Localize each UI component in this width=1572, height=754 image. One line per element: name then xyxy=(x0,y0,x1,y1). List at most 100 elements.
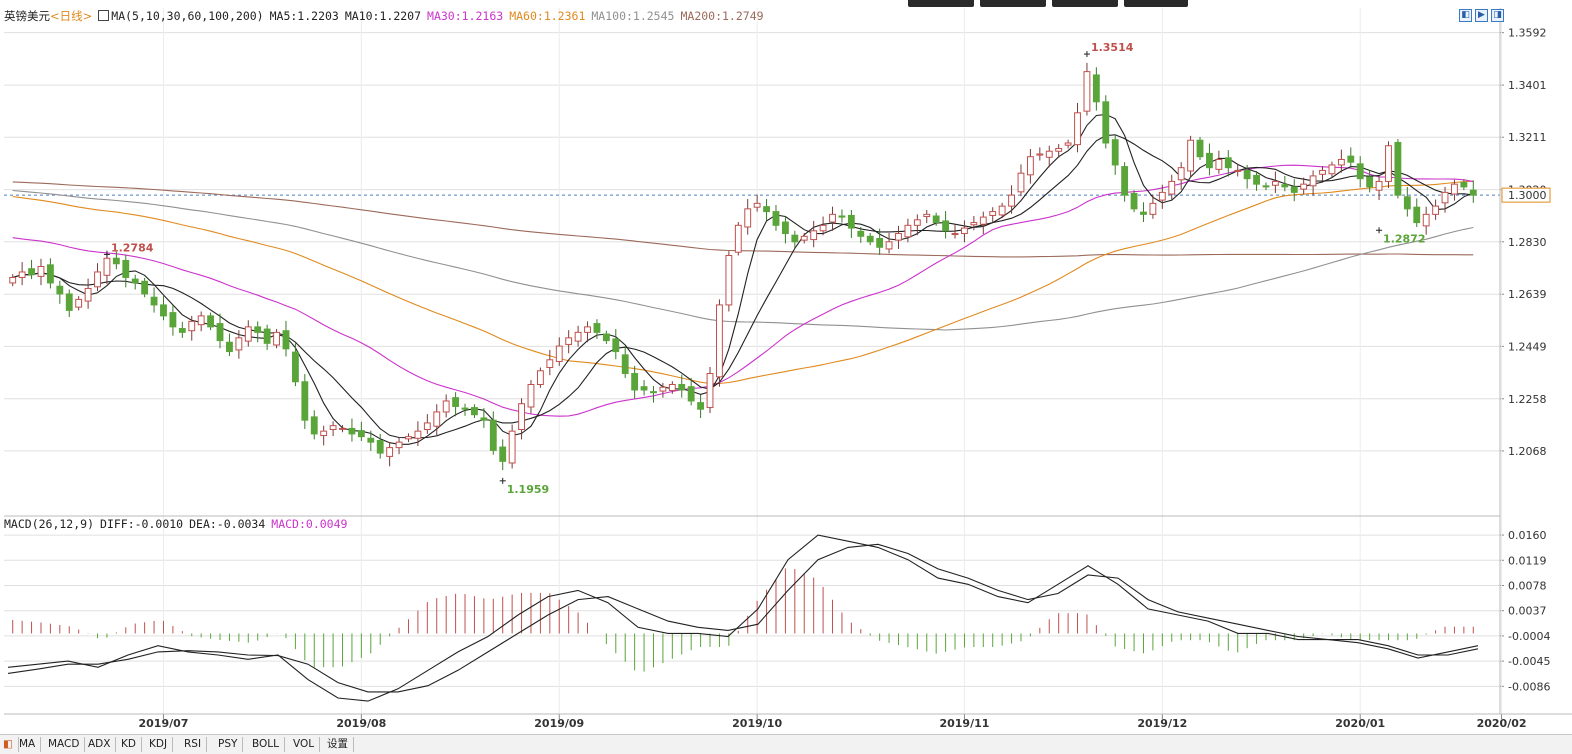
toolbar-button[interactable] xyxy=(908,0,974,7)
tab-psy[interactable]: PSY xyxy=(213,737,244,752)
candle-body xyxy=(112,257,120,265)
candle-body xyxy=(1168,180,1176,195)
tab-macd[interactable]: MACD xyxy=(43,737,86,752)
candle xyxy=(1017,164,1025,197)
zoom-out-icon[interactable]: ◨ xyxy=(1491,9,1504,22)
play-icon[interactable]: ▶ xyxy=(1475,9,1488,22)
candle-body xyxy=(395,441,403,449)
month-label: 2020/02 xyxy=(1477,717,1527,730)
candle-body xyxy=(499,446,507,462)
candle xyxy=(1177,162,1185,190)
candle-body xyxy=(659,386,667,392)
candle xyxy=(122,254,130,288)
ma100-value: MA100:1.2545 xyxy=(591,9,675,23)
candle xyxy=(150,287,158,313)
macd-tick-label: 0.0160 xyxy=(1508,529,1547,542)
candle-body xyxy=(376,439,384,454)
candle-body xyxy=(1092,74,1100,103)
candle xyxy=(1196,136,1204,161)
current-price-tag xyxy=(1501,187,1551,203)
price-tick-label: 1.2830 xyxy=(1508,236,1547,249)
candle-body xyxy=(650,391,657,394)
candle xyxy=(310,410,318,440)
candle-body xyxy=(310,416,318,435)
macd-histogram xyxy=(12,568,1474,672)
candle xyxy=(442,394,450,418)
candle xyxy=(56,280,64,304)
candle xyxy=(612,329,620,360)
candle-body xyxy=(1102,101,1110,144)
candle xyxy=(244,320,252,347)
tab-settings[interactable]: 设置 xyxy=(322,737,354,752)
month-label: 2019/08 xyxy=(336,717,386,730)
candle-body xyxy=(1262,185,1270,188)
price-tick-label: 1.2258 xyxy=(1508,393,1547,406)
tab-adx[interactable]: ADX xyxy=(83,737,117,752)
tab-boll[interactable]: BOLL xyxy=(247,737,285,752)
ma100-line xyxy=(12,189,1474,331)
candle-body xyxy=(1441,191,1449,204)
candle-body xyxy=(235,337,243,351)
ma30-value: MA30:1.2163 xyxy=(427,9,504,23)
tab-kd[interactable]: KD xyxy=(116,737,142,752)
candle xyxy=(895,225,902,249)
candle-body xyxy=(150,296,158,306)
ma60-line xyxy=(12,180,1474,385)
candle xyxy=(1290,179,1298,202)
chart-canvas[interactable]: 1.35921.34011.32111.30201.28301.26391.24… xyxy=(0,0,1572,734)
candle xyxy=(678,374,686,398)
candle-body xyxy=(122,259,130,278)
price-tick-label: 1.3592 xyxy=(1508,27,1547,40)
candle-body xyxy=(1328,164,1336,175)
candle xyxy=(970,215,978,231)
macd-header: MACD(26,12,9) DIFF:-0.0010 DEA:-0.0034 MACD… xyxy=(4,517,353,531)
candle-body xyxy=(348,427,356,435)
candle-body xyxy=(668,384,676,392)
candle xyxy=(518,398,525,440)
ma5-value: MA5:1.2203 xyxy=(269,9,339,23)
tab-kdj[interactable]: KDJ xyxy=(144,737,174,752)
candle-body xyxy=(1149,202,1157,215)
candle xyxy=(1187,135,1195,178)
candle-body xyxy=(565,337,573,345)
candle-body xyxy=(800,235,808,241)
candle-body xyxy=(508,430,516,464)
candle xyxy=(235,330,243,359)
period-label[interactable]: <日线> xyxy=(50,9,93,23)
ma-toggle-icon[interactable] xyxy=(98,10,110,21)
candle xyxy=(160,296,167,321)
zoom-in-icon[interactable]: ◧ xyxy=(1459,9,1472,22)
toolbar-button[interactable] xyxy=(980,0,1046,7)
candle-body xyxy=(131,278,139,284)
candle-body xyxy=(452,397,460,407)
candle-body xyxy=(188,320,196,332)
candle-body xyxy=(1045,150,1053,158)
candle xyxy=(932,212,940,226)
macd-params[interactable]: MACD(26,12,9) xyxy=(4,517,95,531)
candle xyxy=(810,220,818,248)
candle-body xyxy=(810,230,818,241)
ma60-value: MA60:1.2361 xyxy=(509,9,586,23)
candle-body xyxy=(838,215,846,218)
candle xyxy=(423,414,431,434)
ma-params[interactable]: MA(5,10,30,60,100,200) xyxy=(111,9,264,23)
symbol-name[interactable]: 英镑美元 xyxy=(4,9,50,23)
candle xyxy=(979,211,987,235)
candle xyxy=(1111,134,1119,175)
candle xyxy=(499,439,507,471)
candle xyxy=(9,274,17,287)
candle xyxy=(942,211,950,239)
candle xyxy=(320,425,328,446)
candle-body xyxy=(1187,139,1195,172)
toolbar-button[interactable] xyxy=(1052,0,1118,7)
tab-rsi[interactable]: RSI xyxy=(179,737,208,752)
toolbar-button[interactable] xyxy=(1124,0,1188,7)
candle-body xyxy=(1121,166,1129,196)
candle xyxy=(1083,62,1091,116)
month-label: 2019/12 xyxy=(1137,717,1187,730)
tab-ma[interactable]: MA xyxy=(14,737,42,752)
tab-vol[interactable]: VOL xyxy=(288,737,321,752)
current-price-label: 1.3000 xyxy=(1508,189,1547,202)
candle xyxy=(1253,170,1260,191)
top-toolbar-strip xyxy=(0,0,1572,7)
